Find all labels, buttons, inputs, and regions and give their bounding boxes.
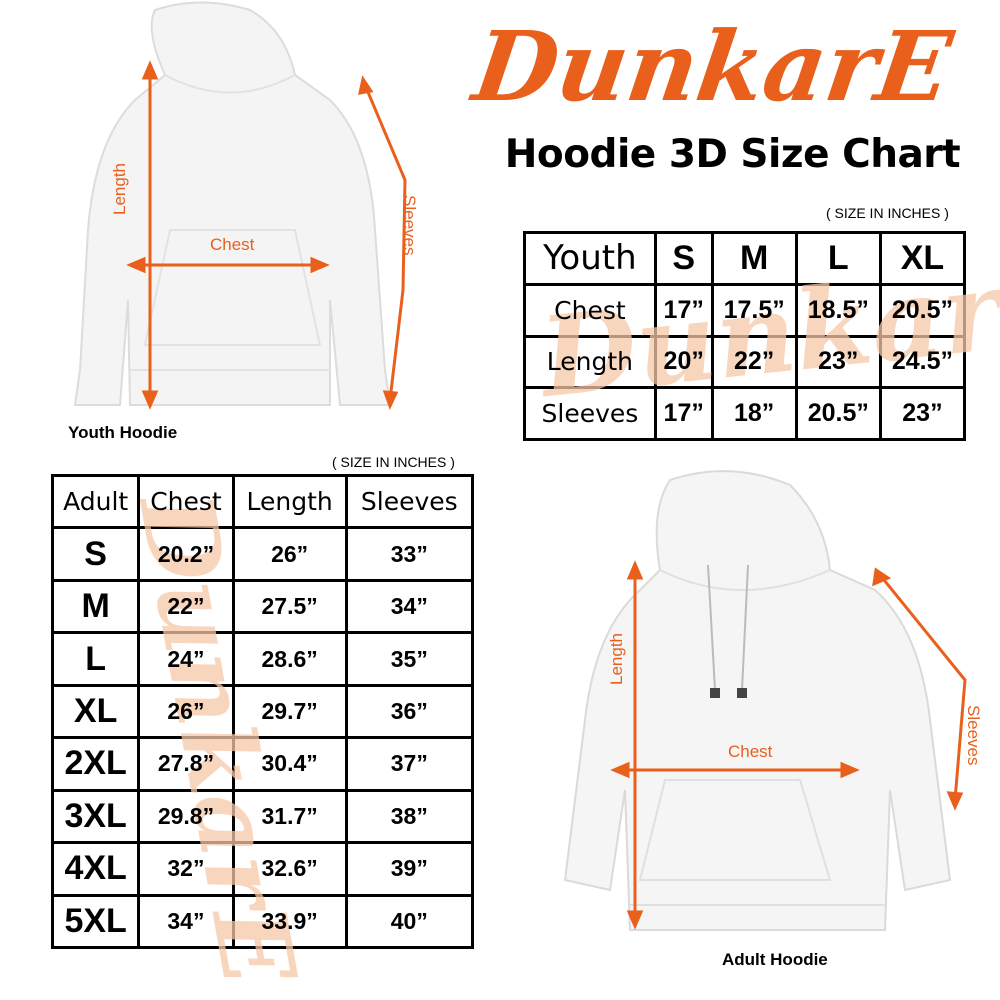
- table-cell: 28.6”: [231, 631, 348, 687]
- table-row: 3XL 29.8” 31.7” 38”: [50, 788, 475, 845]
- row-header: S: [50, 526, 141, 582]
- table-cell: 35”: [344, 631, 475, 687]
- table-corner-header: Youth: [523, 231, 657, 286]
- table-cell: 23”: [878, 386, 967, 441]
- row-header: 4XL: [50, 841, 141, 897]
- table-cell: 22”: [710, 334, 798, 390]
- adult-hoodie-image: Length Chest Sleeves: [563, 470, 983, 931]
- row-header: 3XL: [50, 788, 141, 845]
- table-cell: 38”: [344, 788, 475, 845]
- row-header: 5XL: [50, 893, 141, 949]
- brand-logo: DunkarE: [464, 9, 960, 122]
- adult-size-table: Adult Chest Length Sleeves S 20.2” 26” 33” M 22” 2…: [50, 473, 475, 949]
- table-row: S 20.2” 26” 33”: [50, 526, 475, 582]
- table-cell: 24”: [137, 631, 235, 687]
- row-header: M: [50, 578, 141, 635]
- youth-chest-label: Chest: [210, 235, 255, 254]
- table-cell: 34”: [137, 893, 235, 949]
- table-cell: 20”: [653, 334, 714, 390]
- table-cell: 39”: [344, 841, 475, 897]
- row-header: Chest: [523, 282, 657, 338]
- youth-length-label: Length: [110, 163, 129, 215]
- table-cell: 29.8”: [137, 788, 235, 845]
- table-cell: 26”: [231, 526, 348, 582]
- table-row: L 24” 28.6” 35”: [50, 631, 475, 687]
- column-header: Chest: [137, 473, 235, 530]
- table-cell: 22”: [137, 578, 235, 635]
- table-cell: 20.5”: [794, 386, 882, 441]
- youth-hoodie-caption: Youth Hoodie: [68, 423, 178, 442]
- table-header-row: Adult Chest Length Sleeves: [50, 473, 475, 530]
- table-cell: 37”: [344, 736, 475, 792]
- table-row: M 22” 27.5” 34”: [50, 578, 475, 635]
- table-cell: 23”: [794, 334, 882, 390]
- row-header: XL: [50, 683, 141, 740]
- table-corner-header: Adult: [50, 473, 141, 530]
- table-cell: 29.7”: [231, 683, 348, 740]
- table-cell: 31.7”: [231, 788, 348, 845]
- column-header: M: [710, 231, 798, 286]
- table-cell: 32”: [137, 841, 235, 897]
- table-row: XL 26” 29.7” 36”: [50, 683, 475, 740]
- youth-size-table: Youth S M L XL Chest 17” 17.5” 18.5” 20.5” Length 2…: [523, 231, 967, 441]
- table-cell: 40”: [344, 893, 475, 949]
- table-row: 4XL 32” 32.6” 39”: [50, 841, 475, 897]
- logo-text: DunkarE: [464, 9, 960, 122]
- adult-chest-label: Chest: [728, 742, 773, 761]
- column-header: XL: [878, 231, 967, 286]
- youth-unit-note: ( SIZE IN INCHES ): [826, 205, 949, 221]
- column-header: Sleeves: [344, 473, 475, 530]
- table-cell: 20.2”: [137, 526, 235, 582]
- youth-hoodie-image: Length Chest Sleeves: [73, 1, 419, 410]
- column-header: S: [653, 231, 714, 286]
- row-header: L: [50, 631, 141, 687]
- table-cell: 24.5”: [878, 334, 967, 390]
- table-row: 5XL 34” 33.9” 40”: [50, 893, 475, 949]
- table-cell: 20.5”: [878, 282, 967, 338]
- adult-unit-note: ( SIZE IN INCHES ): [332, 454, 455, 470]
- page-title: Hoodie 3D Size Chart: [504, 132, 961, 177]
- table-cell: 27.5”: [231, 578, 348, 635]
- table-cell: 33.9”: [231, 893, 348, 949]
- table-cell: 30.4”: [231, 736, 348, 792]
- adult-length-label: Length: [607, 633, 626, 685]
- table-cell: 18”: [710, 386, 798, 441]
- row-header: 2XL: [50, 736, 141, 792]
- adult-sleeves-label: Sleeves: [964, 705, 983, 765]
- table-row: Sleeves 17” 18” 20.5” 23”: [523, 386, 967, 441]
- table-row: 2XL 27.8” 30.4” 37”: [50, 736, 475, 792]
- row-header: Length: [523, 334, 657, 390]
- table-cell: 36”: [344, 683, 475, 740]
- table-cell: 27.8”: [137, 736, 235, 792]
- column-header: L: [794, 231, 882, 286]
- column-header: Length: [231, 473, 348, 530]
- table-cell: 32.6”: [231, 841, 348, 897]
- table-cell: 34”: [344, 578, 475, 635]
- youth-sleeves-label: Sleeves: [400, 195, 419, 255]
- table-row: Chest 17” 17.5” 18.5” 20.5”: [523, 282, 967, 338]
- table-cell: 17”: [653, 282, 714, 338]
- table-cell: 18.5”: [794, 282, 882, 338]
- table-cell: 26”: [137, 683, 235, 740]
- table-cell: 17.5”: [710, 282, 798, 338]
- table-header-row: Youth S M L XL: [523, 231, 967, 286]
- adult-hoodie-caption: Adult Hoodie: [722, 950, 828, 969]
- table-row: Length 20” 22” 23” 24.5”: [523, 334, 967, 390]
- table-cell: 17”: [653, 386, 714, 441]
- table-cell: 33”: [344, 526, 475, 582]
- row-header: Sleeves: [523, 386, 657, 441]
